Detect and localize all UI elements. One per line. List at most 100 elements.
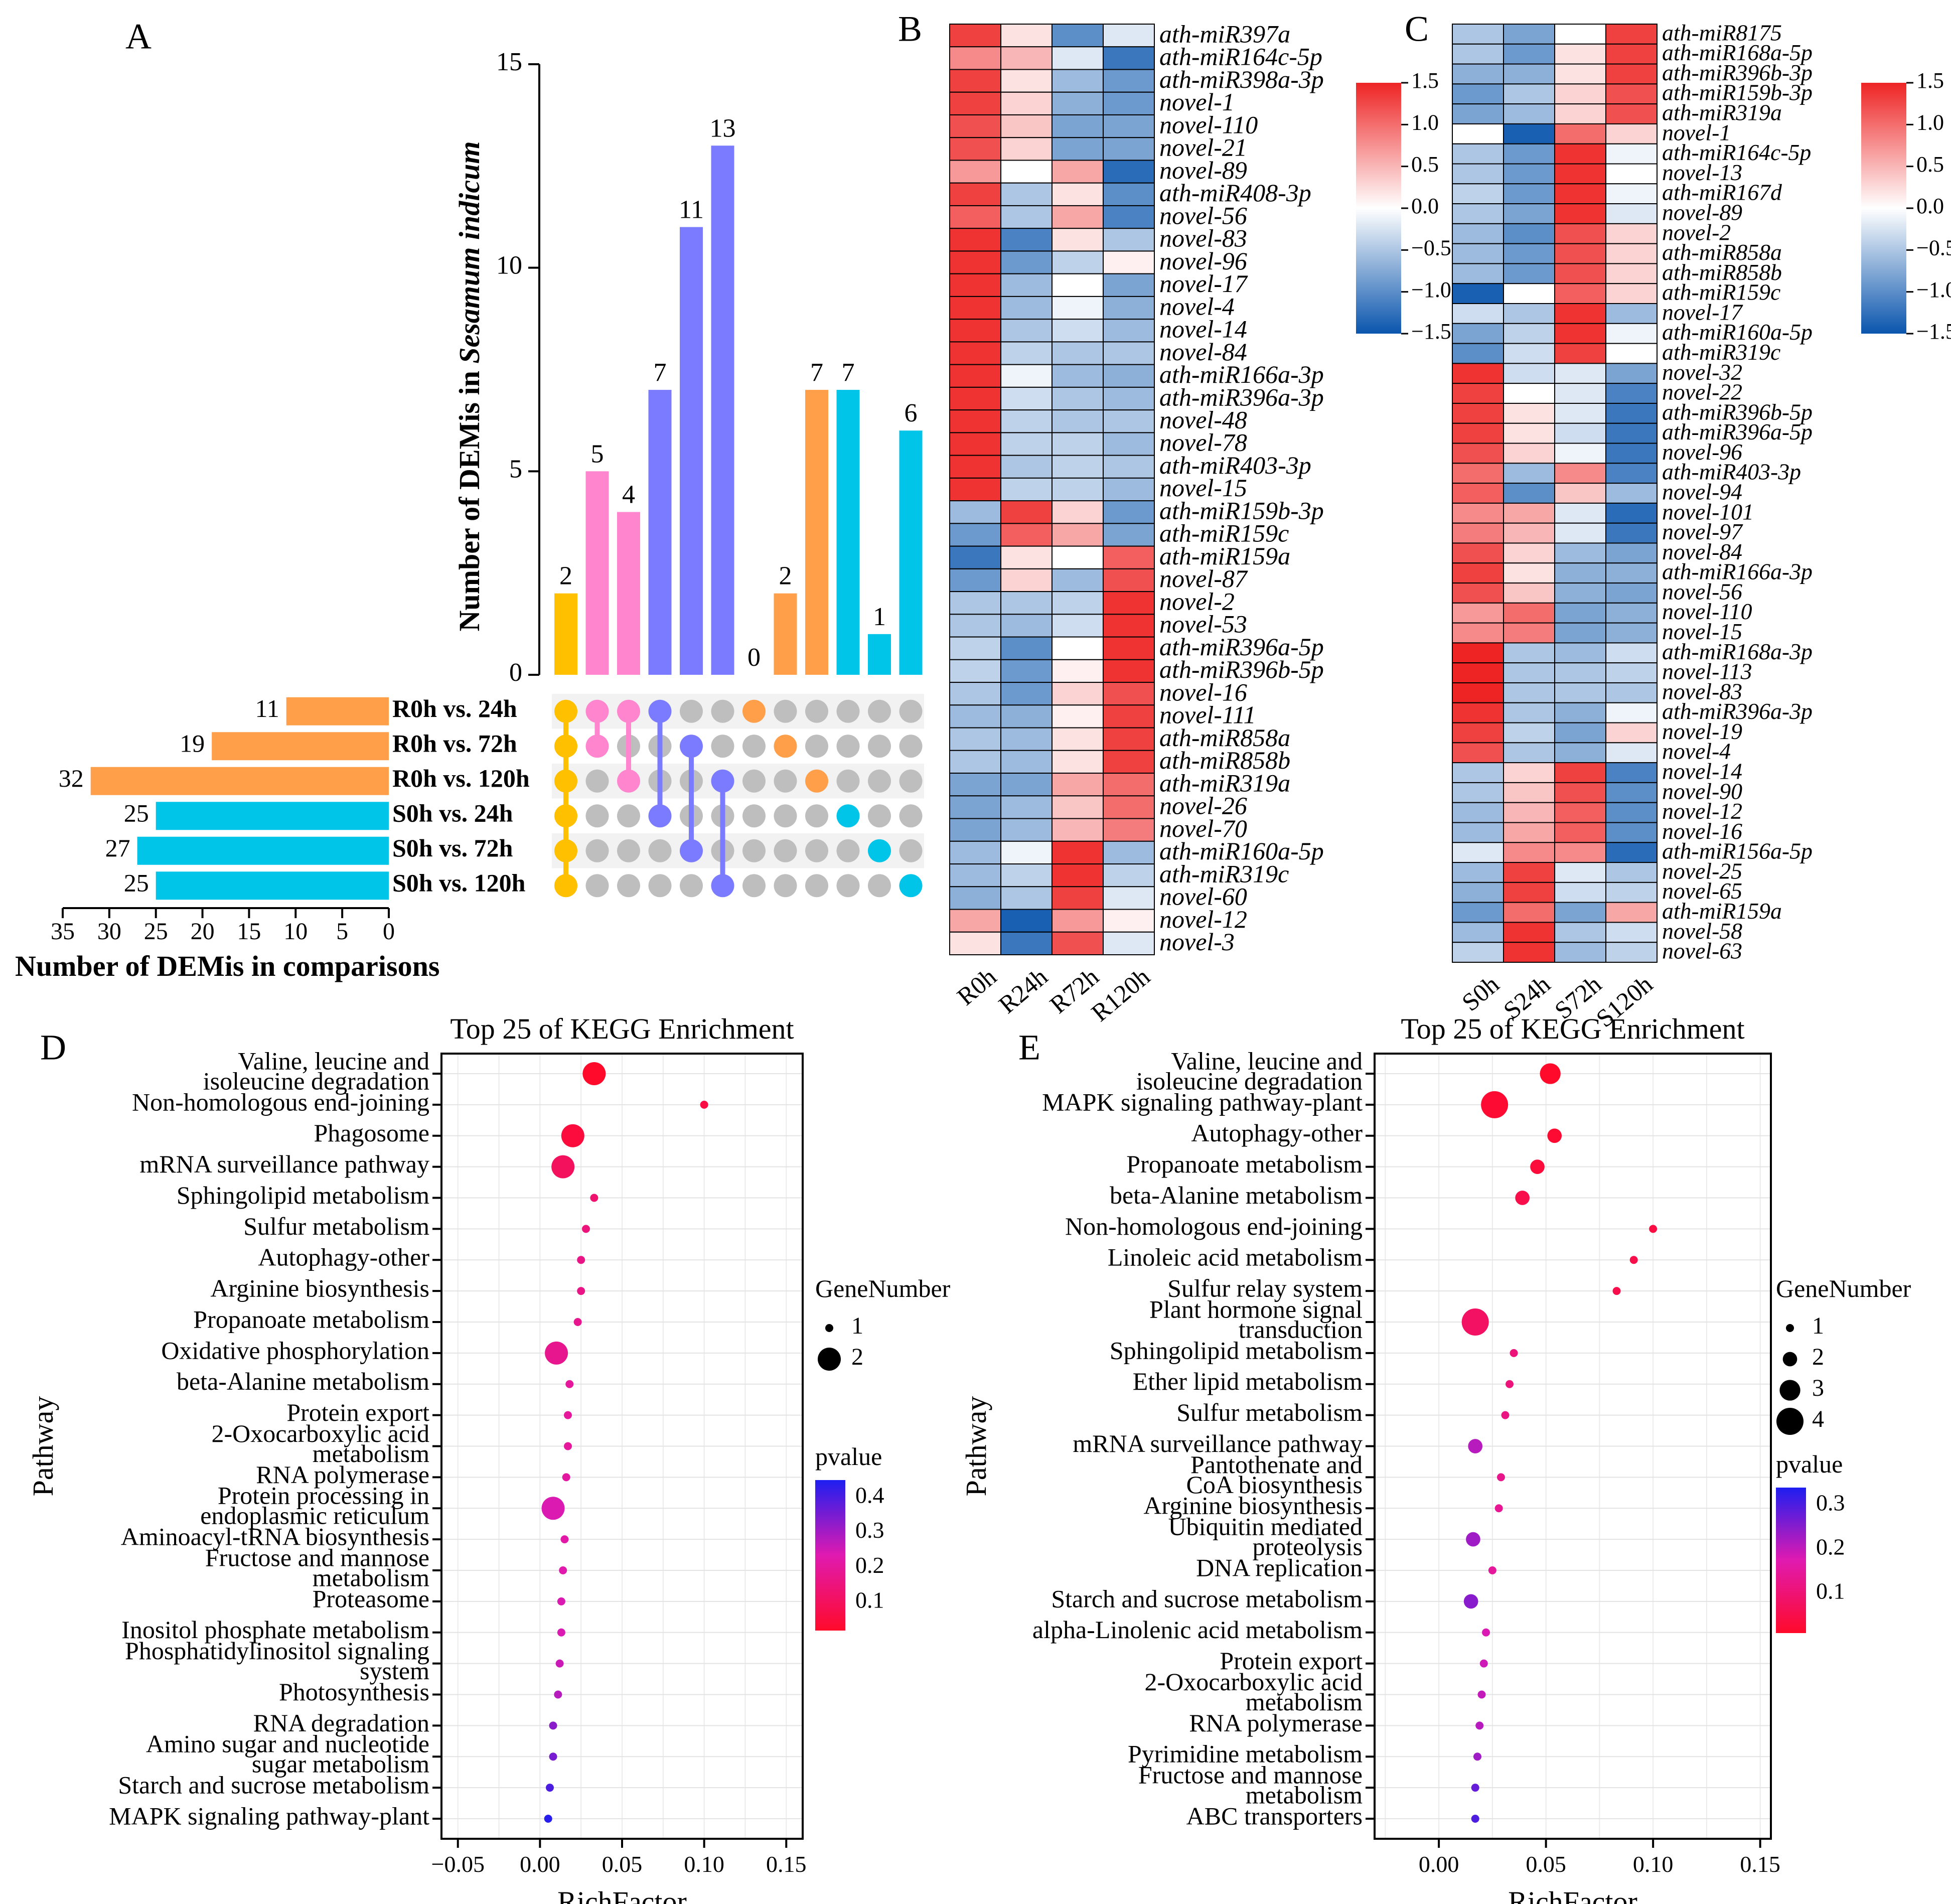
heatmap-legend-label: 0.0 [1916, 194, 1944, 218]
heatmap-cell [1000, 386, 1053, 411]
heatmap-cell [1103, 863, 1155, 888]
kegg-point [1547, 1128, 1562, 1143]
heatmap-cell [1554, 682, 1606, 703]
heatmap-cell [1052, 682, 1104, 706]
heatmap-cell [1503, 722, 1555, 744]
upset-matrix-dot [899, 839, 923, 862]
upset-bar-label: 7 [654, 358, 667, 387]
heatmap-cell [1000, 750, 1053, 774]
heatmap-cell [1103, 205, 1155, 229]
heatmap-cell [1000, 455, 1053, 479]
kegg-pathway-label: CoA biosynthesis [1186, 1471, 1363, 1499]
upset-matrix-dot [868, 874, 891, 898]
kegg-point [1494, 1504, 1503, 1513]
heatmap-cell [1605, 203, 1658, 224]
upset-bar [554, 593, 577, 675]
heatmap-row-label: ath-miR858b [1662, 259, 1782, 285]
kegg-pathway-label: mRNA surveillance pathway [1073, 1429, 1363, 1457]
upset-matrix-dot [711, 699, 734, 723]
kegg-pathway-label: isoleucine degradation [203, 1067, 429, 1095]
kegg-x-tick-label: 0.15 [766, 1851, 807, 1877]
heatmap-cell [1605, 562, 1658, 584]
heatmap-cell [1052, 319, 1104, 343]
heatmap-cell [1452, 702, 1504, 723]
upset-matrix-stripe [552, 728, 924, 764]
heatmap-row-label: ath-miR396b-3p [1662, 60, 1813, 85]
kegg-point [1468, 1439, 1483, 1453]
heatmap-row-label: ath-miR319a [1159, 769, 1290, 797]
heatmap-row-label: novel-113 [1662, 659, 1752, 684]
upset-set-value: 32 [59, 764, 84, 792]
kegg-point [561, 1124, 584, 1147]
kegg-pathway-label: Starch and sucrose metabolism [1051, 1584, 1363, 1613]
heatmap-row-label: novel-48 [1159, 405, 1247, 433]
heatmap-cell [949, 296, 1001, 320]
heatmap-row-label: novel-12 [1662, 798, 1742, 824]
upset-set-value: 11 [255, 694, 279, 722]
kegg-pathway-label: Non-homologous end-joining [1065, 1212, 1363, 1240]
heatmap-cell [949, 273, 1001, 297]
heatmap-row-label: ath-miR319a [1662, 100, 1782, 125]
heatmap-cell [1103, 795, 1155, 819]
upset-y-tick-label: 5 [509, 455, 522, 483]
heatmap-row-label: novel-89 [1159, 156, 1247, 184]
upset-bar-label: 2 [559, 562, 572, 591]
upset-y-tick-label: 15 [496, 48, 522, 76]
heatmap-row-label: ath-miR319c [1662, 339, 1780, 365]
kegg-pathway-label: Oxidative phosphorylation [161, 1336, 429, 1364]
heatmap-row-label: ath-miR858a [1159, 723, 1290, 752]
heatmap-cell [1554, 702, 1606, 723]
heatmap-row-label: novel-16 [1159, 678, 1247, 706]
kegg-pathway-label: DNA replication [1196, 1553, 1363, 1581]
upset-bar-label: 7 [810, 358, 823, 387]
heatmap-cell [1000, 818, 1053, 842]
heatmap-row-label: novel-12 [1159, 905, 1247, 933]
heatmap-cell [1605, 522, 1658, 544]
heatmap-cell [1000, 205, 1053, 229]
heatmap-cell [1554, 303, 1606, 324]
heatmap-cell [1452, 43, 1504, 65]
upset-set-tick-label: 15 [237, 918, 261, 945]
upset-set-tick-label: 20 [191, 918, 215, 945]
heatmap-cell [1000, 250, 1053, 274]
heatmap-row-label: ath-miR397a [1159, 20, 1290, 48]
heatmap-legend-label: −0.5 [1916, 235, 1951, 260]
heatmap-cell [1103, 659, 1155, 683]
upset-set-bar [286, 697, 389, 725]
heatmap-row-label: ath-miR396a-5p [1159, 633, 1324, 661]
heatmap-cell [1000, 341, 1053, 365]
heatmap-cell [1605, 902, 1658, 923]
kegg-point [546, 1784, 554, 1792]
heatmap-cell [1452, 922, 1504, 943]
heatmap-cell [1503, 383, 1555, 404]
heatmap-cell [1503, 103, 1555, 124]
heatmap-cell [1503, 303, 1555, 324]
heatmap-row-label: novel-89 [1662, 199, 1742, 225]
heatmap-cell [1052, 91, 1104, 115]
kegg-point [1463, 1594, 1478, 1609]
heatmap-cell [1103, 91, 1155, 115]
heatmap-cell [1605, 862, 1658, 883]
heatmap-cell [1103, 636, 1155, 660]
heatmap-row-label: novel-15 [1662, 619, 1742, 644]
heatmap-cell [1103, 114, 1155, 138]
upset-matrix-dot [648, 839, 672, 862]
kegg-point [590, 1194, 598, 1202]
heatmap-cell [1052, 477, 1104, 502]
heatmap-row-label: novel-16 [1662, 818, 1742, 844]
heatmap-cell [949, 341, 1001, 365]
heatmap-cell [1452, 483, 1504, 504]
kegg-pathway-label: Sulfur metabolism [243, 1212, 429, 1240]
upset-matrix-dot [742, 735, 766, 758]
kegg-pathway-label: Propanoate metabolism [193, 1305, 429, 1333]
heatmap-cell [1452, 842, 1504, 863]
kegg-point [700, 1100, 708, 1109]
heatmap-cell [1503, 862, 1555, 883]
heatmap-cell [1000, 432, 1053, 456]
heatmap-cell [949, 863, 1001, 888]
heatmap-cell [1052, 795, 1104, 819]
heatmap-row-label: ath-miR403-3p [1159, 451, 1311, 479]
kegg-x-tick-label: 0.05 [1526, 1851, 1566, 1877]
heatmap-cell [1503, 502, 1555, 524]
heatmap-cell [1052, 545, 1104, 569]
